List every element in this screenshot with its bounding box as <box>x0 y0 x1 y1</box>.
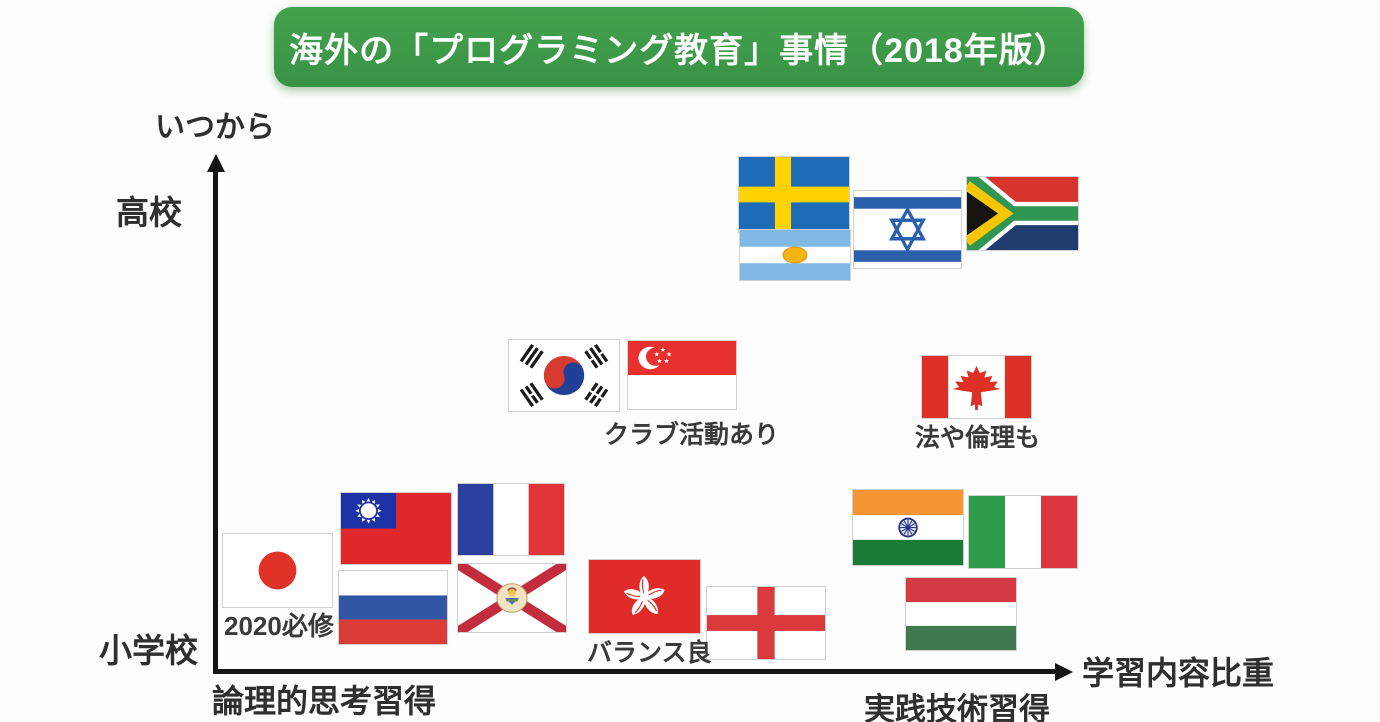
hong-kong-flag <box>588 559 701 634</box>
russia-flag <box>338 570 448 645</box>
japan-flag <box>222 533 333 608</box>
annotation-singapore-korea: クラブ活動あり <box>604 421 780 449</box>
argentina-flag <box>739 229 851 281</box>
hungary-flag <box>905 577 1017 651</box>
annotation-canada: 法や倫理も <box>915 424 1041 452</box>
y-axis-line <box>213 170 218 674</box>
taiwan-flag <box>340 492 452 565</box>
annotation-japan: 2020必修 <box>224 611 334 641</box>
y-axis-top-label: 高校 <box>116 194 182 231</box>
france-flag <box>457 483 565 556</box>
india-flag <box>852 489 964 566</box>
arrow-right-icon <box>1055 663 1073 681</box>
y-axis-title: いつから <box>155 111 275 144</box>
israel-flag <box>853 190 962 269</box>
title-banner: 海外の「プログラミング教育」事情（2018年版） <box>274 7 1084 87</box>
x-axis-title: 学習内容比重 <box>1082 655 1275 691</box>
arrow-up-icon <box>207 154 225 172</box>
england-flag <box>706 586 826 660</box>
sweden-flag <box>738 156 850 233</box>
italy-flag <box>968 495 1078 569</box>
singapore-flag <box>627 340 737 410</box>
florida-flag <box>457 563 567 633</box>
canada-flag <box>921 355 1032 419</box>
x-axis-line <box>213 669 1057 674</box>
x-axis-right-label: 実践技術習得 <box>864 692 1050 722</box>
page-title: 海外の「プログラミング教育」事情（2018年版） <box>289 31 1069 70</box>
x-axis-left-label: 論理的思考習得 <box>212 683 437 719</box>
south-africa-flag <box>966 176 1079 251</box>
annotation-hongkong: バランス良 <box>587 639 712 667</box>
y-axis-bottom-label: 小学校 <box>99 632 198 669</box>
south-korea-flag <box>508 339 620 412</box>
